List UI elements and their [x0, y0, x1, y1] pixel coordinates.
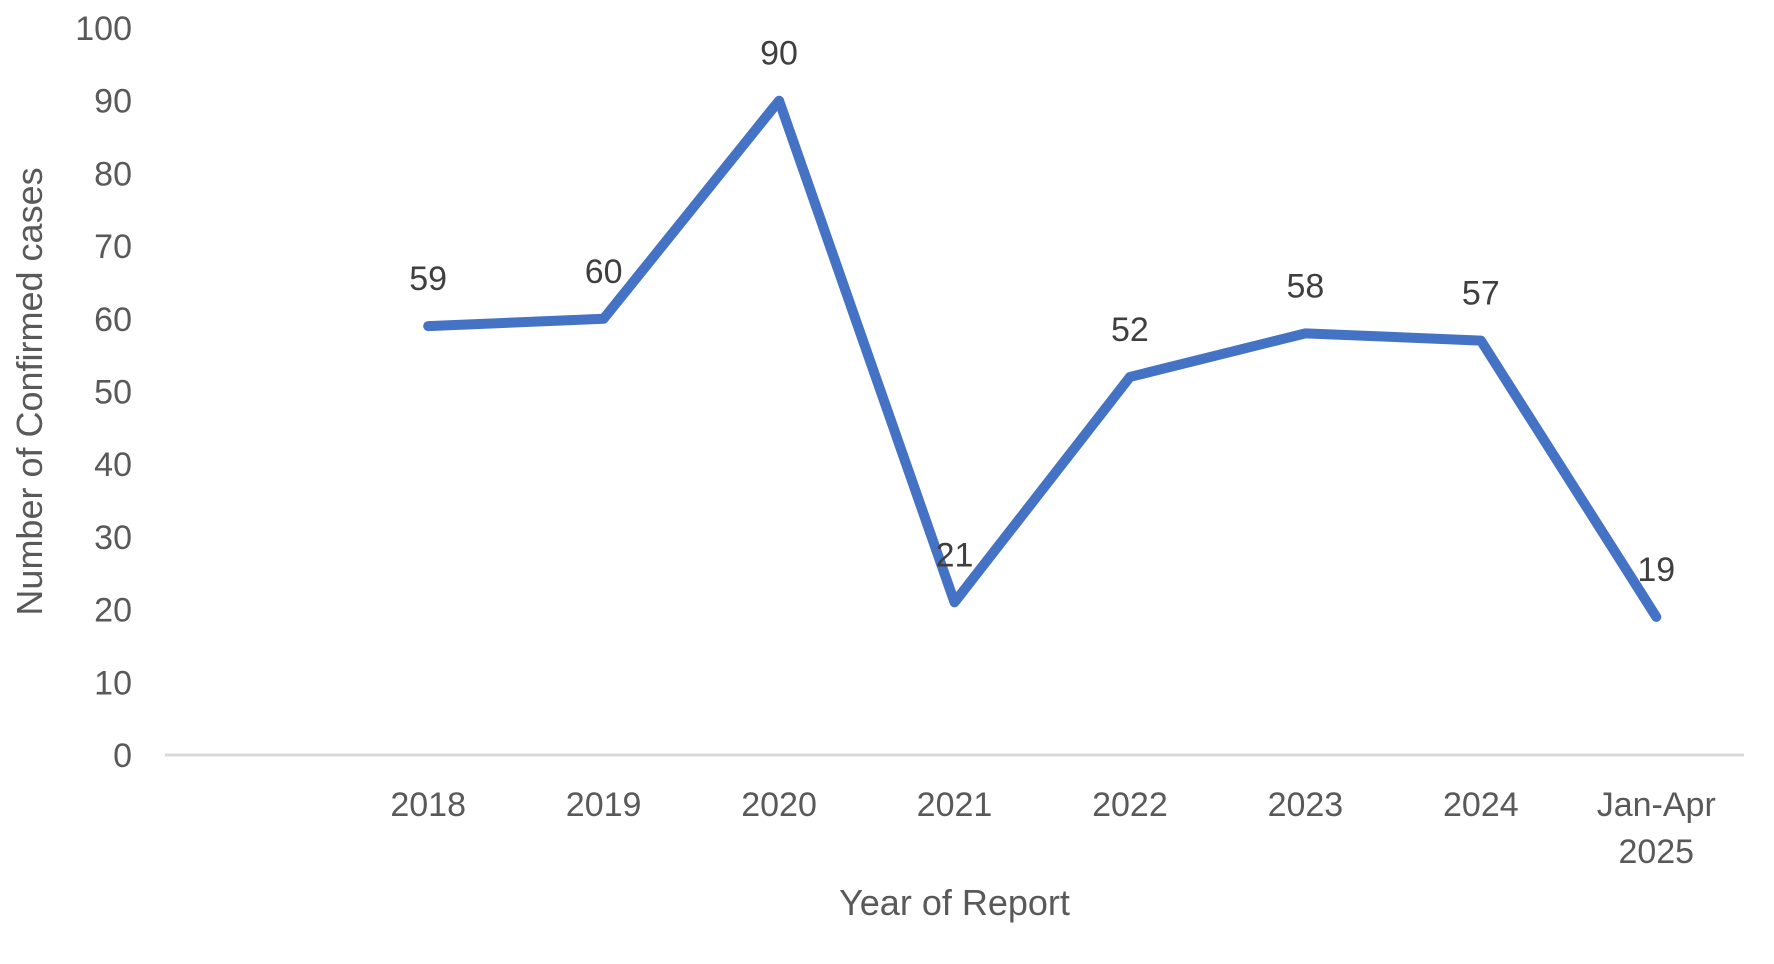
y-tick-label: 20 [94, 592, 132, 630]
y-tick-label: 100 [75, 10, 132, 48]
y-tick-label: 0 [113, 737, 132, 775]
y-axis-tick-labels: 0 10 20 30 40 50 60 70 80 90 100 [75, 10, 132, 775]
series-line [423, 95, 1662, 622]
y-tick-label: 10 [94, 664, 132, 702]
x-axis-title: Year of Report [839, 882, 1070, 923]
y-tick-label: 70 [94, 228, 132, 266]
x-tick-label: 2021 [917, 786, 993, 824]
y-tick-label: 40 [94, 446, 132, 484]
x-tick-label: Jan-Apr [1597, 786, 1716, 824]
data-label: 19 [1637, 551, 1675, 589]
x-tick-label: 2024 [1443, 786, 1519, 824]
y-tick-label: 90 [94, 83, 132, 121]
y-axis-title: Number of Confirmed cases [9, 167, 50, 615]
data-label: 59 [409, 260, 447, 298]
x-tick-label: 2025 [1618, 833, 1694, 871]
data-label: 60 [585, 253, 623, 291]
x-tick-label: 2022 [1092, 786, 1168, 824]
y-tick-label: 60 [94, 301, 132, 339]
data-label: 58 [1286, 267, 1324, 305]
x-tick-label: 2023 [1268, 786, 1344, 824]
x-axis-tick-labels: 2018 2019 2020 2021 2022 2023 2024 Jan-Apr 2025 [390, 786, 1715, 871]
y-tick-label: 50 [94, 374, 132, 412]
data-label: 90 [760, 35, 798, 73]
data-label: 21 [936, 536, 974, 574]
data-label: 52 [1111, 311, 1149, 349]
data-labels: 59 60 90 21 52 58 57 19 [409, 35, 1675, 589]
y-tick-label: 80 [94, 155, 132, 193]
data-label: 57 [1462, 275, 1500, 313]
y-tick-label: 30 [94, 519, 132, 557]
x-tick-label: 2020 [741, 786, 817, 824]
x-tick-label: 2018 [390, 786, 466, 824]
x-tick-label: 2019 [566, 786, 642, 824]
